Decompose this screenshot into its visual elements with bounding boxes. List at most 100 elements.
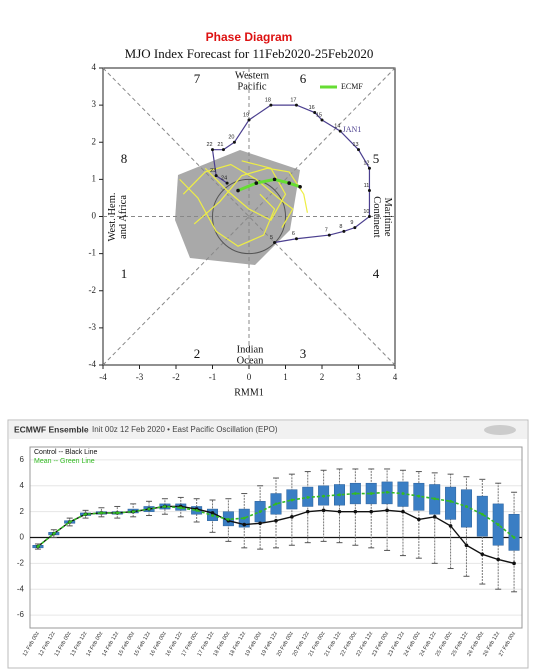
point-label: 19 — [243, 112, 249, 118]
region-label: Continent — [371, 196, 382, 237]
mean-point — [338, 493, 341, 497]
mean-point — [242, 516, 246, 520]
observed-point — [214, 174, 218, 178]
mean-point — [449, 499, 452, 503]
x-tick-label: 3 — [356, 372, 361, 382]
mean-point — [480, 512, 484, 516]
control-point — [369, 509, 374, 514]
region-label: West. Hem. — [107, 192, 118, 241]
region-label: Ocean — [237, 355, 265, 366]
control-point — [417, 517, 421, 522]
mean-point — [287, 181, 291, 185]
member-line — [204, 160, 287, 222]
y-tick-label: 0 — [20, 533, 25, 542]
observed-point — [247, 118, 251, 122]
point-label: 13 — [352, 142, 358, 148]
panel-frame — [7, 419, 529, 669]
observed-point — [338, 129, 342, 133]
control-point — [258, 521, 262, 526]
point-label: 12 — [363, 161, 369, 167]
x-axis-label: RMM1 — [234, 387, 263, 398]
control-point — [464, 543, 469, 548]
mean-point — [512, 536, 516, 539]
y-tick-label: -2 — [89, 285, 97, 295]
point-label: 11 — [364, 183, 370, 189]
point-label: 5 — [270, 235, 273, 241]
spread-area — [175, 150, 300, 265]
control-point — [353, 509, 358, 514]
point-label: 23 — [210, 168, 216, 174]
y-tick-label: -1 — [89, 248, 97, 258]
y-tick-label: 1 — [92, 173, 97, 183]
control-point — [321, 508, 326, 513]
legend-label: Mean -- Green Line — [34, 458, 95, 465]
phase-number: 3 — [300, 346, 307, 361]
control-point — [242, 522, 247, 527]
mean-point — [385, 490, 389, 494]
point-label: 6 — [292, 231, 295, 237]
y-tick-label: 2 — [92, 136, 97, 146]
mean-point — [290, 498, 294, 502]
observed-point — [320, 118, 324, 122]
observed-point — [221, 148, 225, 152]
mean-point — [100, 511, 103, 515]
control-point — [274, 518, 278, 523]
observed-point — [367, 189, 371, 193]
mean-point — [274, 502, 278, 506]
mean-point — [36, 545, 40, 548]
control-point — [512, 561, 516, 566]
mean-point — [211, 514, 214, 517]
control-point — [432, 515, 437, 519]
mean-point — [147, 507, 151, 511]
observed-point — [342, 229, 346, 233]
y-tick-label: -3 — [89, 322, 97, 332]
observed-point — [232, 140, 236, 144]
x-tick-label: 2 — [320, 372, 325, 382]
mean-point — [417, 494, 421, 498]
point-label: 15 — [316, 112, 322, 118]
panel-header — [9, 421, 527, 439]
observed-point — [313, 111, 317, 115]
mean-point — [353, 492, 357, 495]
region-label: and Africa — [118, 195, 129, 239]
mean-point — [272, 177, 277, 182]
phase-number: 8 — [121, 151, 128, 166]
mean-point — [52, 532, 56, 536]
observed-point — [367, 166, 371, 170]
x-tick-label: 0 — [247, 372, 252, 382]
mean-point — [236, 188, 240, 193]
panel-subtitle: Init 00z 12 Feb 2020 • East Pacific Osci… — [92, 425, 278, 434]
control-point — [448, 524, 453, 528]
y-tick-label: -2 — [17, 558, 25, 567]
point-label: 20 — [228, 135, 234, 141]
control-point — [385, 508, 389, 513]
phase-number: 7 — [194, 71, 201, 86]
observed-line — [211, 104, 371, 244]
member-line — [182, 163, 294, 228]
point-label: 16 — [309, 105, 315, 111]
point-label: 7 — [325, 228, 328, 234]
x-tick-label: -4 — [99, 372, 107, 382]
point-label: 10 — [363, 209, 369, 215]
mean-point — [401, 492, 405, 495]
point-label: 21 — [217, 142, 223, 148]
observed-point — [294, 103, 298, 107]
control-point — [401, 509, 405, 514]
y-tick-label: 6 — [20, 455, 25, 464]
y-tick-label: 4 — [92, 62, 97, 72]
point-label: 14 — [334, 124, 340, 130]
phase-number: 6 — [300, 71, 307, 86]
annotation: JAN1 — [343, 125, 362, 134]
control-point — [305, 509, 310, 514]
x-tick-label: -2 — [172, 372, 180, 382]
legend-label: ECMF — [341, 82, 363, 91]
control-point — [480, 552, 485, 557]
mean-point — [163, 505, 167, 508]
region-label: Western — [235, 70, 270, 81]
mean-point — [131, 510, 135, 514]
mean-point — [84, 512, 87, 516]
mean-point — [465, 505, 468, 508]
mean-point — [195, 508, 199, 512]
